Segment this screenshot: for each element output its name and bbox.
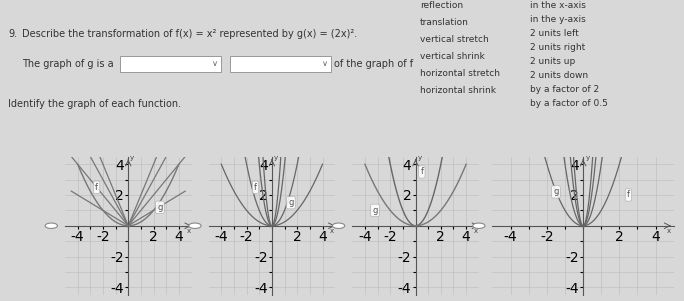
FancyBboxPatch shape — [230, 56, 330, 72]
Text: g: g — [157, 203, 163, 212]
Text: reflection: reflection — [420, 1, 463, 10]
Text: 2 units down: 2 units down — [530, 71, 588, 80]
Text: g: g — [553, 188, 559, 197]
Text: 2 units left: 2 units left — [530, 29, 579, 38]
Text: ∨: ∨ — [212, 59, 218, 68]
Text: y: y — [274, 155, 278, 161]
Text: horizontal shrink: horizontal shrink — [420, 86, 496, 95]
Text: The graph of g is a: The graph of g is a — [22, 59, 114, 69]
Text: f: f — [627, 191, 630, 200]
Text: by a factor of 0.5: by a factor of 0.5 — [530, 99, 608, 108]
Text: x: x — [330, 228, 334, 234]
Text: x: x — [474, 228, 478, 234]
Text: 2 units up: 2 units up — [530, 57, 575, 66]
FancyBboxPatch shape — [120, 56, 220, 72]
Text: of the graph of f: of the graph of f — [334, 59, 413, 69]
Text: x: x — [187, 228, 191, 234]
Text: vertical stretch: vertical stretch — [420, 35, 489, 44]
Text: Describe the transformation of f(x) = x² represented by g(x) = (2x)².: Describe the transformation of f(x) = x²… — [22, 29, 357, 39]
Text: y: y — [130, 155, 134, 161]
Text: translation: translation — [420, 18, 469, 27]
Text: g: g — [372, 206, 378, 215]
Text: 2 units right: 2 units right — [530, 43, 586, 52]
Text: 9.: 9. — [8, 29, 17, 39]
Text: y: y — [586, 155, 590, 161]
Text: in the x-axis: in the x-axis — [530, 1, 586, 10]
Text: f: f — [421, 167, 423, 176]
Text: y: y — [417, 155, 421, 161]
Text: in the y-axis: in the y-axis — [530, 15, 586, 24]
Text: x: x — [666, 228, 670, 234]
Text: f: f — [254, 183, 257, 192]
Text: g: g — [288, 198, 293, 207]
Text: f: f — [95, 183, 98, 192]
Text: by a factor of 2: by a factor of 2 — [530, 85, 599, 94]
Text: horizontal stretch: horizontal stretch — [420, 69, 500, 78]
Text: ∨: ∨ — [322, 59, 328, 68]
Text: vertical shrink: vertical shrink — [420, 52, 485, 61]
Text: Identify the graph of each function.: Identify the graph of each function. — [8, 99, 181, 109]
